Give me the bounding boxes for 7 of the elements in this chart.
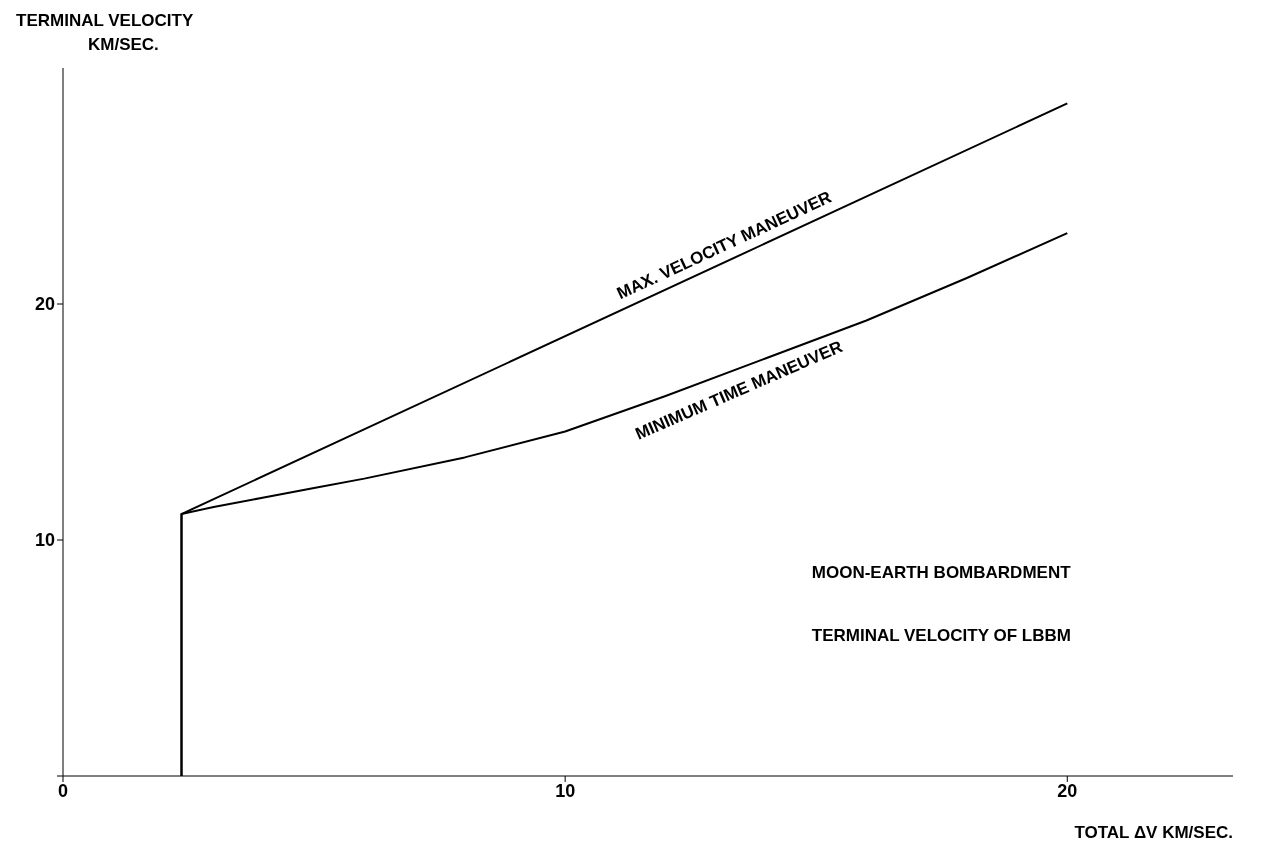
x-axis-title: TOTAL ΔV KM/SEC. [1074, 823, 1233, 842]
annotation: MOON-EARTH BOMBARDMENT [811, 562, 1072, 582]
y-axis-title: TERMINAL VELOCITY KM/SEC. [16, 11, 194, 54]
x-tick-label: 10 [555, 780, 576, 801]
x-tick-label: 0 [57, 780, 69, 801]
x-tick-label: 20 [1057, 780, 1078, 801]
annotation: TERMINAL VELOCITY OF LBBM [811, 626, 1071, 646]
